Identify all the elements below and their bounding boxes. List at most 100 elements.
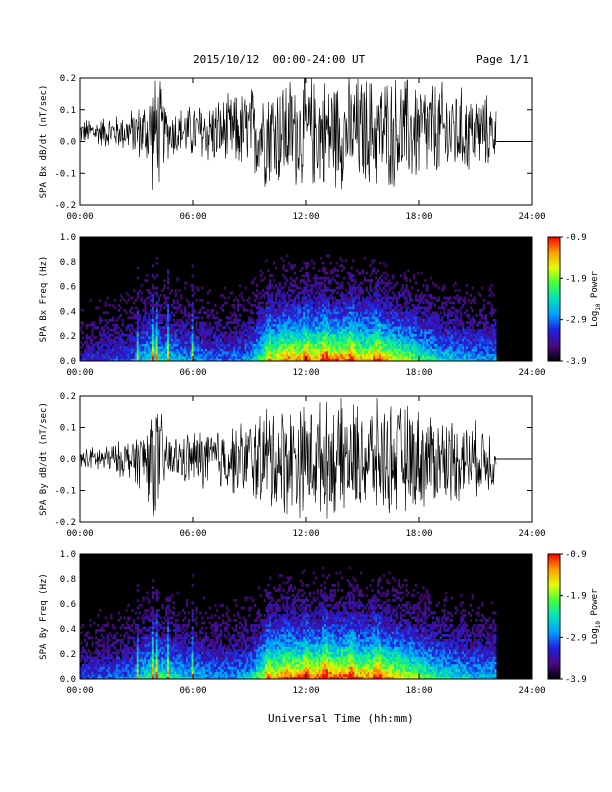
- heatmap-cell: [388, 341, 391, 344]
- heatmap-cell: [282, 308, 285, 312]
- heatmap-cell: [352, 341, 355, 344]
- heatmap-cell: [191, 331, 194, 335]
- heatmap-cell: [106, 346, 109, 349]
- heatmap-cell: [437, 306, 440, 310]
- heatmap-cell: [307, 348, 310, 352]
- heatmap-cell: [437, 331, 440, 335]
- heatmap-cell: [333, 328, 336, 332]
- heatmap-cell: [305, 326, 308, 330]
- heatmap-cell: [424, 336, 427, 339]
- heatmap-cell: [388, 286, 391, 290]
- heatmap-cell: [271, 328, 274, 332]
- heatmap-cell: [395, 306, 399, 310]
- heatmap-cell: [465, 291, 469, 295]
- heatmap-cell: [172, 343, 175, 347]
- heatmap-cell: [473, 346, 476, 349]
- heatmap-cell: [278, 321, 281, 325]
- heatmap-cell: [320, 328, 323, 332]
- heatmap-cell: [303, 294, 306, 297]
- heatmap-cell: [85, 336, 88, 339]
- heatmap-cell: [212, 308, 215, 312]
- heatmap-cell: [371, 259, 374, 263]
- heatmap-cell: [238, 356, 242, 359]
- heatmap-cell: [303, 303, 306, 307]
- heatmap-cell: [420, 333, 423, 337]
- heatmap-cell: [469, 318, 472, 322]
- heatmap-cell: [369, 328, 372, 332]
- heatmap-cell: [157, 321, 160, 325]
- heatmap-cell: [458, 341, 461, 344]
- heatmap-cell: [214, 321, 217, 325]
- heatmap-cell: [437, 333, 440, 337]
- heatmap-cell: [339, 341, 342, 344]
- heatmap-cell: [267, 351, 270, 354]
- heatmap-cell: [199, 353, 202, 357]
- heatmap-cell: [360, 333, 363, 337]
- heatmap-cell: [100, 333, 103, 337]
- heatmap-cell: [394, 348, 397, 352]
- heatmap-cell: [426, 299, 429, 302]
- heatmap-cell: [354, 291, 357, 295]
- heatmap-cell: [365, 328, 368, 332]
- heatmap-cell: [144, 346, 147, 349]
- heatmap-cell: [238, 346, 242, 349]
- heatmap-cell: [261, 331, 264, 335]
- heatmap-cell: [481, 328, 484, 332]
- heatmap-cell: [397, 313, 401, 317]
- heatmap-cell: [269, 279, 272, 282]
- heatmap-cell: [280, 338, 283, 342]
- heatmap-cell: [123, 348, 126, 352]
- heatmap-cell: [223, 336, 226, 339]
- heatmap-cell: [397, 296, 401, 300]
- heatmap-cell: [252, 326, 255, 330]
- heatmap-cell: [121, 323, 124, 327]
- heatmap-cell: [341, 353, 344, 357]
- heatmap-cell: [106, 321, 109, 325]
- heatmap-cell: [322, 276, 325, 280]
- heatmap-cell: [445, 343, 448, 347]
- heatmap-cell: [159, 316, 162, 320]
- heatmap-cell: [310, 318, 313, 322]
- heatmap-cell: [246, 326, 249, 330]
- heatmap-cell: [378, 299, 382, 302]
- heatmap-cell: [312, 321, 315, 325]
- heatmap-cell: [193, 353, 196, 357]
- heatmap-cell: [316, 346, 319, 349]
- heatmap-cell: [157, 351, 160, 354]
- heatmap-cell: [390, 346, 393, 349]
- heatmap-cell: [380, 296, 383, 300]
- heatmap-cell: [221, 343, 225, 347]
- heatmap-cell: [481, 286, 484, 290]
- heatmap-cell: [426, 341, 429, 344]
- heatmap-cell: [263, 318, 266, 322]
- heatmap-cell: [341, 294, 344, 297]
- heatmap-cell: [433, 284, 436, 287]
- heatmap-cell: [197, 286, 200, 290]
- heatmap-cell: [301, 291, 304, 295]
- heatmap-cell: [392, 303, 395, 307]
- heatmap-cell: [257, 333, 261, 337]
- heatmap-cell: [191, 311, 194, 315]
- heatmap-cell: [467, 338, 471, 342]
- heatmap-cell: [227, 353, 230, 357]
- heatmap-cell: [433, 331, 436, 335]
- heatmap-cell: [235, 338, 238, 342]
- heatmap-cell: [274, 351, 278, 354]
- heatmap-cell: [216, 336, 219, 339]
- heatmap-cell: [150, 328, 153, 332]
- heatmap-cell: [165, 343, 168, 347]
- heatmap-cell: [412, 331, 416, 335]
- heatmap-cell: [265, 321, 268, 325]
- heatmap-cell: [185, 348, 189, 352]
- heatmap-cell: [346, 343, 349, 347]
- heatmap-cell: [293, 289, 296, 292]
- heatmap-cell: [301, 343, 304, 347]
- heatmap-cell: [138, 351, 141, 354]
- heatmap-cell: [339, 311, 342, 315]
- heatmap-cell: [430, 294, 433, 297]
- heatmap-cell: [178, 318, 181, 322]
- heatmap-cell: [307, 358, 310, 362]
- heatmap-cell: [202, 356, 206, 359]
- heatmap-cell: [187, 333, 191, 337]
- heatmap-cell: [168, 336, 172, 339]
